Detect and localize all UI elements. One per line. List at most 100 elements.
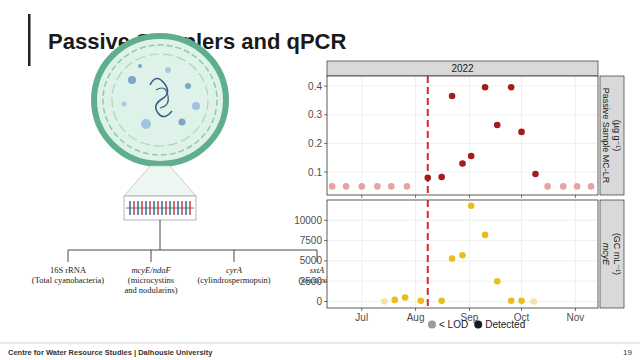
- data-point: [424, 174, 431, 181]
- chart-panel: 025005000750010000JulAugSepOctNovmcyE(GC…: [294, 200, 624, 323]
- y-axis-label: (µg g⁻¹): [612, 120, 622, 151]
- tick-mark: [469, 195, 470, 198]
- data-point: [588, 183, 595, 190]
- reference-line: [427, 200, 429, 308]
- legend-label: Detected: [485, 319, 525, 330]
- tick-mark: [324, 172, 327, 173]
- cell-granule: [138, 64, 142, 68]
- y-tick-label: 0.2: [308, 138, 322, 149]
- tick-mark: [575, 195, 576, 198]
- tick-mark: [324, 114, 327, 115]
- dna-strand: [156, 88, 168, 108]
- data-point: [508, 84, 515, 91]
- cell-granule: [128, 76, 136, 84]
- cell-granule: [122, 102, 127, 107]
- gene-box: [124, 196, 196, 220]
- legend-swatch: [428, 321, 436, 329]
- plot-area: [327, 200, 598, 308]
- tick-mark: [575, 308, 576, 311]
- data-point: [391, 297, 398, 304]
- data-point: [530, 298, 537, 305]
- y-axis-label: (GC mL⁻¹): [612, 233, 622, 275]
- grid-line: [327, 281, 598, 282]
- zoom-cone: [124, 166, 196, 196]
- grid-line: [327, 114, 598, 115]
- y-tick-label: 0.4: [308, 81, 322, 92]
- grid-line: [469, 76, 470, 195]
- tree-line: [68, 250, 317, 251]
- data-point: [329, 183, 336, 190]
- tick-mark: [324, 86, 327, 87]
- data-point: [468, 202, 475, 209]
- data-point: [468, 153, 475, 160]
- y-tick-label: 7500: [300, 235, 323, 246]
- y-tick-label: 0.3: [308, 109, 322, 120]
- grid-line: [469, 200, 470, 308]
- data-point: [388, 183, 395, 190]
- tick-mark: [361, 195, 362, 198]
- y-tick-label: 0.1: [308, 167, 322, 178]
- legend-label: < LOD: [439, 319, 468, 330]
- data-point: [449, 93, 456, 100]
- cell-granule: [192, 102, 200, 110]
- legend: < LOD Detected: [428, 319, 525, 330]
- data-point: [381, 298, 388, 305]
- y-tick-label: 10000: [294, 215, 322, 226]
- cell-granule: [141, 119, 151, 129]
- grid-line: [521, 200, 522, 308]
- data-point: [374, 183, 381, 190]
- data-point: [574, 183, 581, 190]
- tick-mark: [521, 195, 522, 198]
- gene-name: cyrA: [226, 265, 243, 275]
- plot-background: [327, 76, 598, 195]
- data-point: [402, 294, 409, 301]
- page-number: 19: [623, 348, 632, 357]
- data-point: [343, 183, 350, 190]
- panel-border: [327, 200, 598, 308]
- footer-organization: Centre for Water Resource Studies | Dalh…: [8, 348, 213, 357]
- tree-line: [151, 250, 152, 262]
- y-tick-label: 2500: [300, 276, 323, 287]
- panel-border: [327, 76, 598, 195]
- legend-swatch: [474, 321, 482, 329]
- tick-mark: [415, 308, 416, 311]
- slide: Passive Samplers and qPCRCentre for Wate…: [0, 0, 640, 360]
- data-point: [494, 122, 501, 129]
- data-point: [449, 255, 456, 262]
- grid-line: [327, 260, 598, 261]
- footer-rule: [0, 343, 640, 344]
- data-point: [508, 297, 515, 304]
- gene-description: (cylindrospermopsin): [197, 275, 270, 285]
- gene-name: sxtA: [310, 265, 325, 275]
- data-point: [482, 84, 489, 91]
- y-tick-label: 5000: [300, 255, 323, 266]
- dna-strand: [150, 78, 172, 116]
- facet-label: 2022: [451, 63, 474, 74]
- tick-mark: [361, 308, 362, 311]
- x-tick-label: Aug: [407, 312, 425, 323]
- plot-area: [327, 76, 598, 195]
- gene-description: (Total cyanobacteria): [32, 275, 104, 285]
- gene-description: (microcystins: [128, 275, 174, 285]
- gene-name: mcyE/ndaF: [131, 265, 171, 275]
- data-point: [544, 183, 551, 190]
- data-point: [404, 183, 411, 190]
- grid-line: [415, 200, 416, 308]
- y-axis-label: mcyE: [601, 243, 611, 266]
- grid-line: [575, 200, 576, 308]
- cell-granule: [179, 119, 186, 126]
- tick-mark: [324, 260, 327, 261]
- plot-background: [327, 200, 598, 308]
- data-point: [560, 183, 567, 190]
- y-tick-label: 0: [316, 296, 322, 307]
- cell-wall: [94, 36, 226, 164]
- data-point: [494, 278, 501, 285]
- data-point: [518, 297, 525, 304]
- tick-mark: [324, 240, 327, 241]
- data-point: [438, 297, 445, 304]
- chart-panel: 20220.10.20.30.4Passive Sample MC-LR(µg …: [308, 61, 624, 198]
- thylakoid: [112, 54, 208, 146]
- tree-line: [68, 250, 69, 262]
- grid-line: [575, 76, 576, 195]
- x-tick-label: Jul: [355, 312, 368, 323]
